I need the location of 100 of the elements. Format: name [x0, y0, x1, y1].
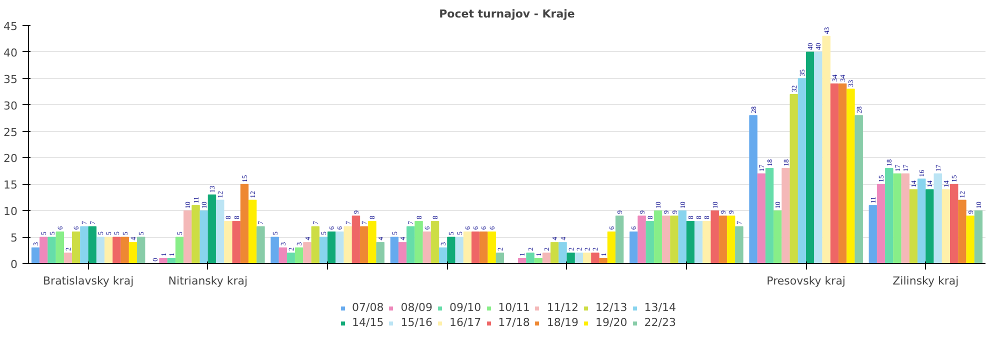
bar: [175, 236, 184, 264]
bar: [550, 242, 559, 264]
bar: [406, 226, 415, 264]
legend-label: 19/20: [596, 316, 628, 329]
bar: [352, 216, 360, 264]
bar: [893, 173, 902, 264]
bar: [926, 189, 934, 264]
bar: [942, 189, 950, 264]
bar: [31, 247, 40, 264]
bar: [48, 236, 56, 264]
bar: [368, 220, 376, 264]
bar: [192, 205, 200, 264]
legend-label: 22/23: [644, 316, 676, 329]
bar: [240, 184, 249, 264]
y-tick-label: 40: [4, 46, 18, 60]
bar: [447, 236, 456, 264]
y-tick-label: 25: [4, 126, 18, 139]
bar: [615, 216, 624, 264]
bar: [591, 252, 600, 264]
bar: [854, 115, 863, 264]
y-tick-label: 15: [4, 178, 18, 192]
bar: [798, 78, 806, 264]
bar: [918, 178, 926, 264]
bar: [167, 258, 176, 264]
y-tick-label: 10: [4, 205, 18, 218]
bar: [678, 210, 686, 264]
bar: [463, 232, 472, 264]
bar: [583, 252, 592, 264]
x-tick-label: Bratislavsky kraj: [43, 274, 134, 288]
bar: [311, 226, 320, 264]
bar: [830, 83, 839, 264]
bar: [868, 205, 878, 264]
bar: [200, 210, 208, 264]
chart-title: Pocet turnajov - Kraje: [439, 8, 575, 20]
bar: [885, 168, 894, 264]
bar: [662, 216, 670, 264]
bar: [422, 232, 431, 264]
bar: [128, 242, 138, 264]
bar: [80, 226, 88, 264]
bar: [376, 242, 384, 264]
bar: [256, 226, 265, 264]
bar: [303, 242, 312, 264]
bar: [248, 200, 257, 264]
bar: [599, 258, 608, 264]
bar: [966, 216, 974, 264]
legend-label: 08/09: [400, 301, 432, 314]
bar: [718, 216, 728, 264]
bar: [336, 232, 344, 264]
legend-label: 12/13: [596, 301, 628, 314]
bar: [646, 220, 654, 264]
bar: [774, 210, 782, 264]
y-tick-label: 5: [10, 232, 18, 245]
bar: [208, 194, 216, 264]
bar: [757, 173, 766, 264]
y-tick-label: 0: [10, 258, 18, 271]
bar: [270, 236, 279, 264]
bar: [838, 83, 847, 264]
legend-label: 09/10: [449, 301, 482, 314]
bar: [224, 220, 232, 264]
y-tick-label: 30: [4, 99, 18, 112]
x-tick-label: Nitriansky kraj: [168, 274, 248, 288]
bar: [430, 220, 440, 264]
bar: [607, 232, 616, 264]
legend-label: 10/11: [498, 301, 530, 314]
bar: [958, 200, 966, 264]
bar: [414, 220, 423, 264]
bar: [496, 252, 504, 264]
bar: [232, 220, 240, 264]
bar: [40, 236, 48, 264]
bar: [328, 232, 336, 264]
y-tick-label: 45: [4, 20, 18, 33]
bar: [558, 242, 567, 264]
bar: [439, 247, 448, 264]
bar: [574, 252, 584, 264]
bar: [471, 232, 480, 264]
bar: [295, 247, 304, 264]
bar: [901, 173, 910, 264]
bar: [319, 236, 328, 264]
bar: [56, 232, 64, 264]
bar: [694, 220, 703, 264]
bar: [686, 220, 695, 264]
bar: [136, 236, 146, 264]
bar: [782, 168, 790, 264]
bar: [398, 242, 407, 264]
y-tick-label: 20: [4, 152, 18, 166]
legend-label: 07/08: [352, 301, 384, 314]
bar: [950, 184, 958, 264]
bar: [120, 236, 129, 264]
bar: [216, 200, 224, 264]
bar: [765, 168, 774, 264]
bar: [974, 210, 983, 264]
bar: [846, 88, 855, 264]
bar: [112, 236, 121, 264]
bar: [630, 232, 638, 264]
bar: [735, 226, 744, 264]
bar: [566, 252, 575, 264]
legend-label: 18/19: [546, 316, 579, 329]
x-tick-label: Zilinsky kraj: [892, 274, 959, 288]
x-tick-label: Presovsky kraj: [766, 274, 846, 288]
bar: [96, 236, 105, 264]
